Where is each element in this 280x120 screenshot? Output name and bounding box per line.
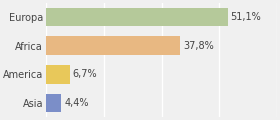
Text: 37,8%: 37,8% xyxy=(183,41,214,51)
Text: 6,7%: 6,7% xyxy=(73,69,97,79)
Bar xyxy=(46,8,228,26)
Bar xyxy=(46,65,70,84)
Bar xyxy=(46,36,180,55)
Text: 51,1%: 51,1% xyxy=(231,12,261,22)
Text: 4,4%: 4,4% xyxy=(64,98,89,108)
Bar xyxy=(46,94,62,112)
